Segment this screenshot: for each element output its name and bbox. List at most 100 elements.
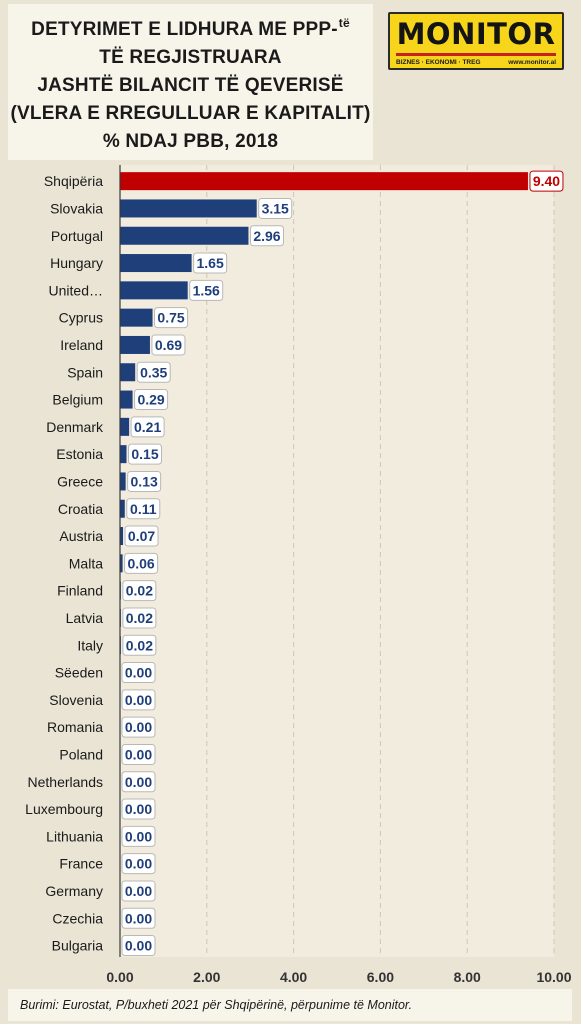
monitor-logo: MONITOR BIZNES · EKONOMI · TREG www.moni… xyxy=(388,12,564,70)
data-label-box xyxy=(122,580,157,602)
category-label: Croatia xyxy=(58,501,103,517)
logo-tagline-row: BIZNES · EKONOMI · TREG www.monitor.al xyxy=(396,59,556,66)
category-label: Estonia xyxy=(56,446,103,462)
data-label-box xyxy=(127,470,162,492)
data-label-box xyxy=(121,935,156,957)
data-label-box xyxy=(249,225,284,247)
data-label: 0.69 xyxy=(155,337,182,353)
category-label: Italy xyxy=(77,637,103,653)
data-label: 0.75 xyxy=(157,310,184,326)
bar xyxy=(120,199,257,218)
bar xyxy=(120,472,126,491)
category-label: Malta xyxy=(69,555,103,571)
chart-title-line-5: % NDAJ PBB, 2018 xyxy=(102,130,279,152)
category-label: Slovenia xyxy=(49,692,103,708)
data-label: 0.00 xyxy=(125,665,152,681)
data-label-box xyxy=(122,634,157,656)
data-label: 0.00 xyxy=(125,910,152,926)
data-label-box xyxy=(121,743,156,765)
data-label-box xyxy=(121,907,156,929)
data-label-box xyxy=(124,525,159,547)
bar xyxy=(120,254,192,273)
category-label: Bulgaria xyxy=(52,938,104,954)
data-label: 1.65 xyxy=(196,255,223,271)
chart-title-line-2: TË REGJISTRUARA xyxy=(99,46,282,68)
data-label: 0.00 xyxy=(125,719,152,735)
category-label: Netherlands xyxy=(28,774,104,790)
logo-wordmark: MONITOR xyxy=(396,17,556,51)
data-label-box xyxy=(121,853,156,875)
category-label: Finland xyxy=(57,583,103,599)
data-label: 0.35 xyxy=(140,364,167,380)
x-tick-label: 0.00 xyxy=(106,969,133,985)
data-label-box xyxy=(121,716,156,738)
x-tick-label: 4.00 xyxy=(280,969,307,985)
chart-title-line-3: JASHTË BILANCIT TË QEVERISË xyxy=(37,74,344,96)
chart-title-box: DETYRIMET E LIDHURA ME PPP-të TË REGJIST… xyxy=(8,4,373,160)
category-label: Shqipëria xyxy=(44,173,103,189)
data-label-box xyxy=(122,607,157,629)
data-label: 3.15 xyxy=(262,200,289,216)
x-tick-label: 10.00 xyxy=(536,969,571,985)
source-footer: Burimi: Eurostat, P/buxheti 2021 për Shq… xyxy=(8,989,572,1021)
data-label: 0.02 xyxy=(126,610,153,626)
data-label: 0.00 xyxy=(125,856,152,872)
category-label: Poland xyxy=(59,746,103,762)
data-label: 9.40 xyxy=(533,173,560,189)
category-label: Sëeden xyxy=(55,665,103,681)
data-label: 0.00 xyxy=(125,938,152,954)
chart-title-line-1: DETYRIMET E LIDHURA ME PPP-të xyxy=(31,15,350,40)
data-label: 0.11 xyxy=(130,501,157,517)
data-label-box xyxy=(121,798,156,820)
x-tick-label: 6.00 xyxy=(367,969,394,985)
data-label: 0.00 xyxy=(125,746,152,762)
x-tick-label: 8.00 xyxy=(454,969,481,985)
category-label: Cyprus xyxy=(59,310,103,326)
category-label: Latvia xyxy=(66,610,104,626)
bar xyxy=(120,527,124,546)
data-label: 1.56 xyxy=(193,282,220,298)
logo-website: www.monitor.al xyxy=(508,59,556,66)
category-label: Luxembourg xyxy=(25,801,103,817)
category-label: Belgium xyxy=(52,392,103,408)
data-label-box xyxy=(121,825,156,847)
data-label: 0.13 xyxy=(131,473,158,489)
data-label-box xyxy=(193,252,228,274)
data-label-box xyxy=(130,416,165,438)
data-label: 0.15 xyxy=(131,446,158,462)
category-label: United… xyxy=(49,282,103,298)
bar xyxy=(120,445,127,464)
bar xyxy=(120,172,528,191)
bar xyxy=(120,554,123,573)
bar xyxy=(120,335,150,354)
data-label: 0.00 xyxy=(125,801,152,817)
category-label: Hungary xyxy=(50,255,103,271)
logo-tagline: BIZNES · EKONOMI · TREG xyxy=(396,59,481,66)
data-label-box xyxy=(126,498,161,520)
data-label-box xyxy=(151,334,186,356)
category-label: Spain xyxy=(67,364,103,380)
data-label-box xyxy=(128,443,163,465)
data-label: 0.21 xyxy=(134,419,161,435)
category-label: France xyxy=(59,856,103,872)
data-label-box xyxy=(121,771,156,793)
data-label-box xyxy=(154,307,189,329)
logo-divider xyxy=(396,53,556,56)
source-text: Burimi: Eurostat, P/buxheti 2021 për Shq… xyxy=(20,998,413,1012)
category-label: Slovakia xyxy=(50,200,103,216)
category-label: Germany xyxy=(45,883,103,899)
data-label: 0.00 xyxy=(125,883,152,899)
data-label: 0.07 xyxy=(128,528,155,544)
data-label: 0.00 xyxy=(125,774,152,790)
bar xyxy=(120,226,249,245)
bar xyxy=(120,308,153,327)
data-label-box xyxy=(529,170,564,192)
category-label: Lithuania xyxy=(46,828,103,844)
category-label: Romania xyxy=(47,719,103,735)
category-label: Greece xyxy=(57,473,103,489)
category-label: Austria xyxy=(59,528,103,544)
data-label-box xyxy=(121,880,156,902)
bar xyxy=(120,417,130,436)
category-label: Denmark xyxy=(46,419,104,435)
bar xyxy=(120,390,133,409)
